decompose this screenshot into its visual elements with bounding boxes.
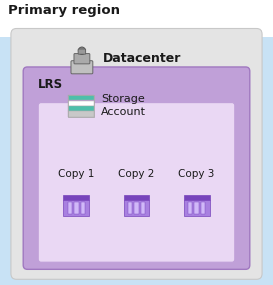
Text: Copy 2: Copy 2 bbox=[118, 169, 155, 179]
Bar bbox=[201, 202, 205, 214]
Bar bbox=[67, 95, 93, 117]
Bar bbox=[141, 202, 145, 214]
Text: Copy 3: Copy 3 bbox=[178, 169, 215, 179]
Bar bbox=[67, 95, 93, 100]
FancyBboxPatch shape bbox=[38, 103, 235, 262]
Bar bbox=[68, 202, 72, 214]
FancyBboxPatch shape bbox=[0, 37, 273, 285]
Bar bbox=[123, 194, 150, 200]
Bar bbox=[67, 101, 93, 106]
Bar bbox=[128, 202, 132, 214]
Bar bbox=[188, 202, 192, 214]
Bar bbox=[81, 202, 85, 214]
Bar bbox=[134, 202, 139, 214]
FancyBboxPatch shape bbox=[71, 61, 93, 74]
Bar bbox=[74, 202, 79, 214]
Bar bbox=[183, 194, 210, 200]
Bar bbox=[64, 194, 90, 200]
Text: Datacenter: Datacenter bbox=[102, 52, 181, 65]
Text: Storage
Account: Storage Account bbox=[101, 94, 146, 117]
Text: Copy 1: Copy 1 bbox=[58, 169, 95, 179]
Bar bbox=[64, 200, 90, 216]
Bar bbox=[183, 200, 210, 216]
FancyBboxPatch shape bbox=[11, 28, 262, 279]
Text: LRS: LRS bbox=[38, 78, 63, 91]
Bar bbox=[67, 111, 93, 117]
Bar bbox=[123, 200, 150, 216]
FancyBboxPatch shape bbox=[78, 49, 86, 54]
Bar bbox=[67, 106, 93, 111]
Circle shape bbox=[78, 47, 85, 54]
FancyBboxPatch shape bbox=[74, 54, 90, 64]
FancyBboxPatch shape bbox=[23, 67, 250, 269]
Text: Primary region: Primary region bbox=[8, 4, 120, 17]
Bar bbox=[194, 202, 199, 214]
